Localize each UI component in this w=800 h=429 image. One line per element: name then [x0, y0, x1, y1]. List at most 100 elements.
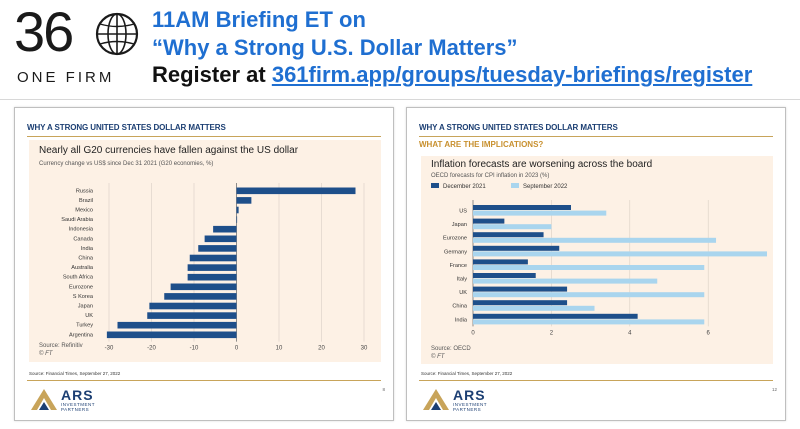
- category-label: France: [450, 263, 467, 269]
- ars-mountain-icon: [31, 389, 57, 410]
- category-label: UK: [85, 313, 93, 319]
- category-label: Japan: [452, 222, 467, 228]
- legend-swatch: [431, 183, 439, 188]
- page-number: 8: [382, 387, 385, 392]
- chart-source: Source: Refinitiv: [39, 343, 83, 349]
- category-label: Brazil: [79, 198, 93, 204]
- category-label: S Korea: [73, 294, 94, 300]
- footer-divider: [419, 380, 773, 381]
- briefing-time-line: 11AM Briefing ET on: [152, 7, 366, 32]
- bar: [473, 313, 638, 319]
- category-label: India: [455, 317, 468, 323]
- ft-mark: © FT: [431, 354, 445, 360]
- bar: [106, 331, 237, 339]
- category-label: Indonesia: [69, 227, 94, 233]
- bar: [198, 245, 237, 252]
- bar: [473, 273, 536, 278]
- chart-subtitle: Currency change vs US$ since Dec 31 2021…: [39, 161, 214, 167]
- category-label: Italy: [457, 277, 467, 283]
- legend-swatch: [511, 183, 519, 188]
- category-label: UK: [459, 290, 467, 296]
- chart-subtitle: OECD forecasts for CPI inflation in 2023…: [431, 173, 550, 179]
- category-label: Russia: [76, 188, 94, 194]
- category-label: US: [459, 209, 467, 215]
- ars-brand-sub: INVESTMENT PARTNERS: [61, 402, 95, 412]
- briefing-topic-line: “Why a Strong U.S. Dollar Matters”: [152, 35, 518, 60]
- slide-heading: WHY A STRONG UNITED STATES DOLLAR MATTER…: [27, 123, 226, 132]
- bar: [236, 187, 356, 195]
- chart-panel: Nearly all G20 currencies have fallen ag…: [29, 140, 381, 362]
- bar: [473, 286, 568, 292]
- divider: [419, 136, 773, 137]
- category-label: Australia: [71, 265, 94, 271]
- category-label: Japan: [78, 304, 93, 310]
- bar: [236, 206, 239, 214]
- footer-divider: [27, 380, 381, 381]
- ars-logo: ARS INVESTMENT PARTNERS: [421, 386, 511, 416]
- register-link[interactable]: 361firm.app/groups/tuesday-briefings/reg…: [271, 62, 753, 87]
- x-tick-label: 2: [550, 330, 554, 336]
- currency-bar-chart: -30 -20 -10 0 10 20 30 Russia Brazil Mexico Saudi …: [61, 183, 368, 352]
- ft-mark: © FT: [39, 351, 53, 357]
- bar: [187, 273, 237, 281]
- x-tick-label: 20: [318, 346, 325, 352]
- category-label: India: [81, 246, 94, 252]
- register-prefix: Register at: [152, 62, 272, 87]
- category-label: Germany: [444, 249, 467, 255]
- bar: [213, 225, 237, 233]
- category-label: Mexico: [75, 208, 93, 214]
- bar: [473, 210, 607, 216]
- ars-logo: ARS INVESTMENT PARTNERS: [29, 386, 119, 416]
- bar: [473, 237, 717, 243]
- ars-brand: ARS: [61, 387, 94, 403]
- category-label: Saudi Arabia: [61, 217, 94, 223]
- category-label: Canada: [73, 236, 93, 242]
- legend-label: December 2021: [443, 184, 486, 190]
- bar: [473, 218, 505, 224]
- chart-source: Source: OECD: [431, 346, 471, 352]
- page-number: 12: [771, 387, 777, 392]
- bar: [117, 321, 237, 329]
- legend-label: September 2022: [523, 184, 568, 190]
- category-label: Argentina: [69, 332, 94, 338]
- ars-mountain-icon: [423, 389, 449, 410]
- footer-source: Source: Financial Times, September 27, 2…: [421, 371, 513, 376]
- slide-inflation-forecasts: WHY A STRONG UNITED STATES DOLLAR MATTER…: [406, 107, 786, 421]
- x-tick-label: 0: [235, 346, 239, 352]
- bar: [170, 283, 237, 291]
- slide-currency-changes: WHY A STRONG UNITED STATES DOLLAR MATTER…: [14, 107, 394, 421]
- bar: [236, 197, 252, 204]
- divider: [27, 136, 381, 137]
- category-label: China: [452, 304, 468, 310]
- x-tick-label: 30: [361, 346, 368, 352]
- bar: [187, 264, 237, 271]
- x-tick-label: 4: [628, 330, 632, 336]
- x-tick-label: -30: [105, 346, 114, 352]
- x-tick-label: 0: [471, 330, 475, 336]
- chart-title: Nearly all G20 currencies have fallen ag…: [39, 145, 299, 156]
- category-label: Eurozone: [69, 284, 93, 290]
- chart-title: Inflation forecasts are worsening across…: [431, 159, 653, 170]
- bar: [149, 302, 237, 310]
- bar: [473, 232, 544, 238]
- bar: [473, 278, 658, 284]
- register-line: Register at 361firm.app/groups/tuesday-b…: [152, 62, 753, 87]
- logo-subtitle: ONE FIRM: [17, 69, 115, 86]
- chart-panel: Inflation forecasts are worsening across…: [421, 156, 773, 364]
- slide-heading: WHY A STRONG UNITED STATES DOLLAR MATTER…: [419, 123, 618, 132]
- category-label: Eurozone: [443, 236, 467, 242]
- bar: [473, 245, 560, 251]
- slide-subheading: WHAT ARE THE IMPLICATIONS?: [419, 140, 544, 149]
- x-tick-label: 6: [707, 330, 711, 336]
- ars-brand-sub: INVESTMENT PARTNERS: [453, 402, 487, 412]
- x-tick-label: -20: [147, 346, 156, 352]
- bar: [236, 216, 238, 223]
- bar: [473, 292, 705, 298]
- category-label: South Africa: [63, 275, 94, 281]
- briefing-banner: 36 ONE FIRM 11AM Briefing ET on “Why a S…: [0, 0, 800, 100]
- bar: [473, 319, 705, 325]
- category-label: Turkey: [76, 323, 93, 329]
- bar: [204, 235, 237, 243]
- category-label: China: [78, 256, 94, 262]
- bar: [473, 251, 767, 257]
